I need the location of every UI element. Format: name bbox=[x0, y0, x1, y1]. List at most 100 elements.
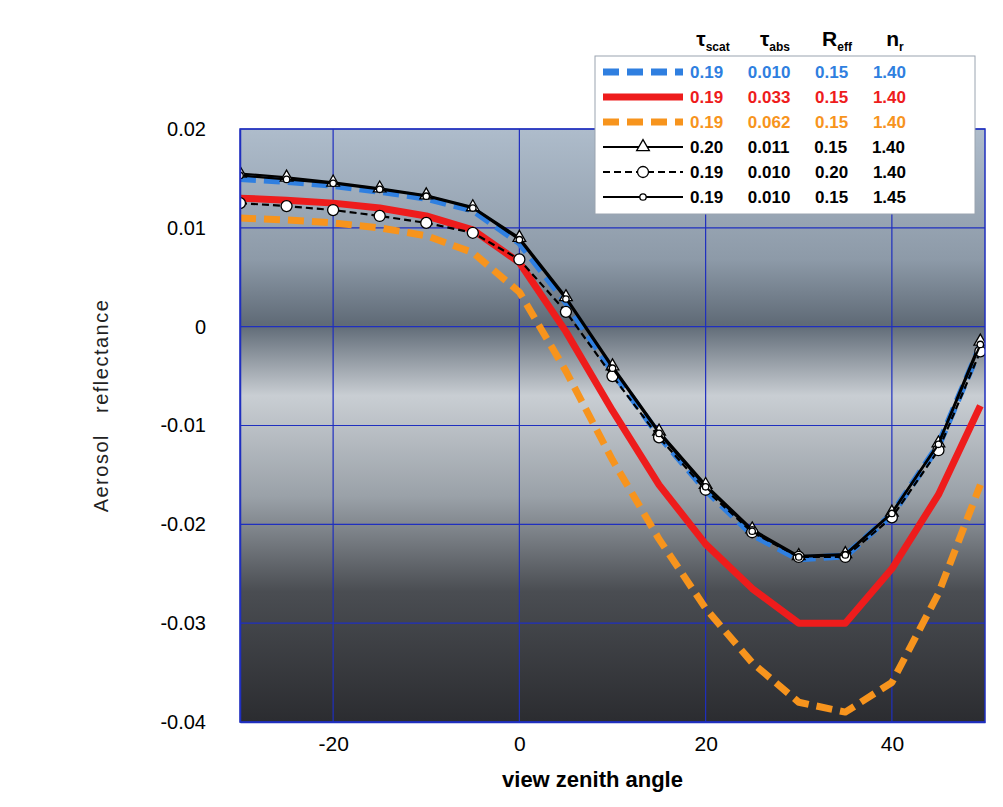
series-line bbox=[240, 173, 980, 555]
legend-header: τscat bbox=[696, 27, 729, 54]
series-marker bbox=[560, 306, 571, 317]
series-marker bbox=[283, 176, 289, 182]
legend-label: 0.19 0.033 0.15 1.40 bbox=[690, 88, 906, 107]
x-tick-label: 40 bbox=[881, 732, 904, 755]
x-tick-label: 20 bbox=[694, 732, 717, 755]
x-tick-label: 0 bbox=[514, 732, 526, 755]
series-marker bbox=[281, 201, 292, 212]
series-line bbox=[240, 218, 980, 712]
series-marker bbox=[421, 217, 432, 228]
legend-swatch bbox=[603, 94, 683, 101]
x-tick: 20 bbox=[694, 722, 717, 755]
grid-line-y bbox=[240, 524, 985, 525]
series-line bbox=[240, 175, 980, 556]
series-marker bbox=[376, 186, 382, 192]
series-marker bbox=[842, 552, 848, 558]
grid-line-y bbox=[240, 227, 985, 228]
grid bbox=[240, 129, 985, 722]
legend-label: 0.19 0.010 0.20 1.40 bbox=[690, 163, 906, 182]
y-tick-label: -0.04 bbox=[160, 711, 206, 733]
legend-entry: 0.19 0.010 0.15 1.45 bbox=[603, 188, 906, 207]
series-marker bbox=[702, 484, 708, 490]
x-axis: -20 0 20 40 bbox=[241, 722, 986, 755]
y-tick-label: -0.01 bbox=[160, 414, 206, 436]
series-marker bbox=[609, 365, 615, 371]
legend-header-subscript: abs bbox=[769, 40, 790, 54]
grid-line-y bbox=[240, 623, 985, 624]
series-marker bbox=[516, 236, 522, 242]
series-line bbox=[240, 198, 980, 623]
x-axis-title: view zenith angle bbox=[502, 767, 683, 792]
chart: -20 0 20 40 -0.04 -0.03 -0.02 -0.01 0 0.01 0.02 vie… bbox=[0, 0, 1003, 807]
y-axis-line bbox=[240, 130, 242, 723]
legend-marker bbox=[637, 140, 650, 151]
series-marker bbox=[514, 254, 525, 265]
legend-swatch bbox=[603, 69, 683, 76]
series-marker bbox=[889, 510, 895, 516]
y-axis-title: Aerosol reflectance bbox=[90, 299, 112, 513]
y-tick-label: -0.03 bbox=[160, 612, 206, 634]
series-marker bbox=[470, 205, 476, 211]
legend-marker bbox=[640, 194, 646, 200]
legend-header-symbol: n bbox=[886, 27, 899, 50]
legend-header-subscript: eff bbox=[837, 40, 853, 54]
legend-entry: 0.20 0.011 0.15 1.40 bbox=[603, 138, 905, 157]
grid-line-y bbox=[240, 425, 985, 426]
series-marker bbox=[467, 227, 478, 238]
series-marker bbox=[656, 430, 662, 436]
legend-entry: 0.19 0.010 0.20 1.40 bbox=[603, 163, 906, 182]
plot-frame bbox=[240, 129, 985, 722]
legend-label: 0.19 0.010 0.15 1.40 bbox=[690, 63, 906, 82]
y-tick-label: 0 bbox=[195, 316, 206, 338]
x-tick: 40 bbox=[881, 722, 904, 755]
y-tick: -0.01 bbox=[160, 414, 240, 436]
grid-line-y bbox=[240, 326, 985, 327]
series-marker bbox=[840, 551, 851, 562]
legend-header: Reff bbox=[822, 27, 853, 54]
legend-swatch bbox=[603, 119, 683, 126]
x-tick: -20 bbox=[318, 722, 348, 755]
y-tick: 0.02 bbox=[167, 118, 240, 140]
series-marker bbox=[466, 200, 479, 211]
series-marker bbox=[935, 441, 941, 447]
series-marker bbox=[330, 180, 336, 186]
x-tick: 0 bbox=[514, 722, 526, 755]
legend-entry: 0.19 0.062 0.15 1.40 bbox=[603, 113, 906, 132]
y-axis: -0.04 -0.03 -0.02 -0.01 0 0.01 0.02 bbox=[160, 118, 240, 733]
series-marker bbox=[328, 205, 339, 216]
x-tick-label: -20 bbox=[318, 732, 348, 755]
y-tick-label: -0.02 bbox=[160, 513, 206, 535]
series-marker bbox=[977, 341, 983, 347]
y-tick-label: 0.02 bbox=[167, 118, 206, 140]
y-tick-label: 0.01 bbox=[167, 217, 206, 239]
legend-header: nr bbox=[886, 27, 904, 54]
legend-label: 0.19 0.010 0.15 1.45 bbox=[690, 188, 906, 207]
series-marker bbox=[563, 296, 569, 302]
plot-background bbox=[240, 129, 985, 722]
series-marker bbox=[796, 554, 802, 560]
series-line bbox=[240, 178, 980, 559]
legend-header-subscript: r bbox=[899, 40, 904, 54]
y-tick: 0 bbox=[195, 316, 240, 338]
legend-header-subscript: scat bbox=[706, 40, 730, 54]
plot-area bbox=[240, 166, 985, 712]
series-marker bbox=[793, 551, 804, 562]
y-tick: 0.01 bbox=[167, 217, 240, 239]
legend-header-symbol: R bbox=[822, 27, 837, 50]
legend-marker bbox=[638, 167, 649, 178]
legend-header: τabs bbox=[760, 27, 790, 54]
legend-label: 0.19 0.062 0.15 1.40 bbox=[690, 113, 906, 132]
chart-svg: -20 0 20 40 -0.04 -0.03 -0.02 -0.01 0 0.01 0.02 vie… bbox=[0, 0, 1003, 807]
legend-entry: 0.19 0.010 0.15 1.40 bbox=[603, 63, 906, 82]
series-line bbox=[240, 203, 980, 557]
y-tick: -0.03 bbox=[160, 612, 240, 634]
legend: τscat τabs Reff nr 0.19 0.010 0.15 1.40 0.19 … bbox=[595, 27, 975, 214]
y-tick: -0.02 bbox=[160, 513, 240, 535]
series-marker bbox=[374, 210, 385, 221]
series-marker bbox=[749, 528, 755, 534]
series-marker bbox=[423, 193, 429, 199]
legend-label: 0.20 0.011 0.15 1.40 bbox=[690, 138, 905, 157]
x-axis-line bbox=[241, 722, 986, 724]
y-tick: -0.04 bbox=[160, 711, 240, 733]
legend-box bbox=[595, 56, 975, 214]
